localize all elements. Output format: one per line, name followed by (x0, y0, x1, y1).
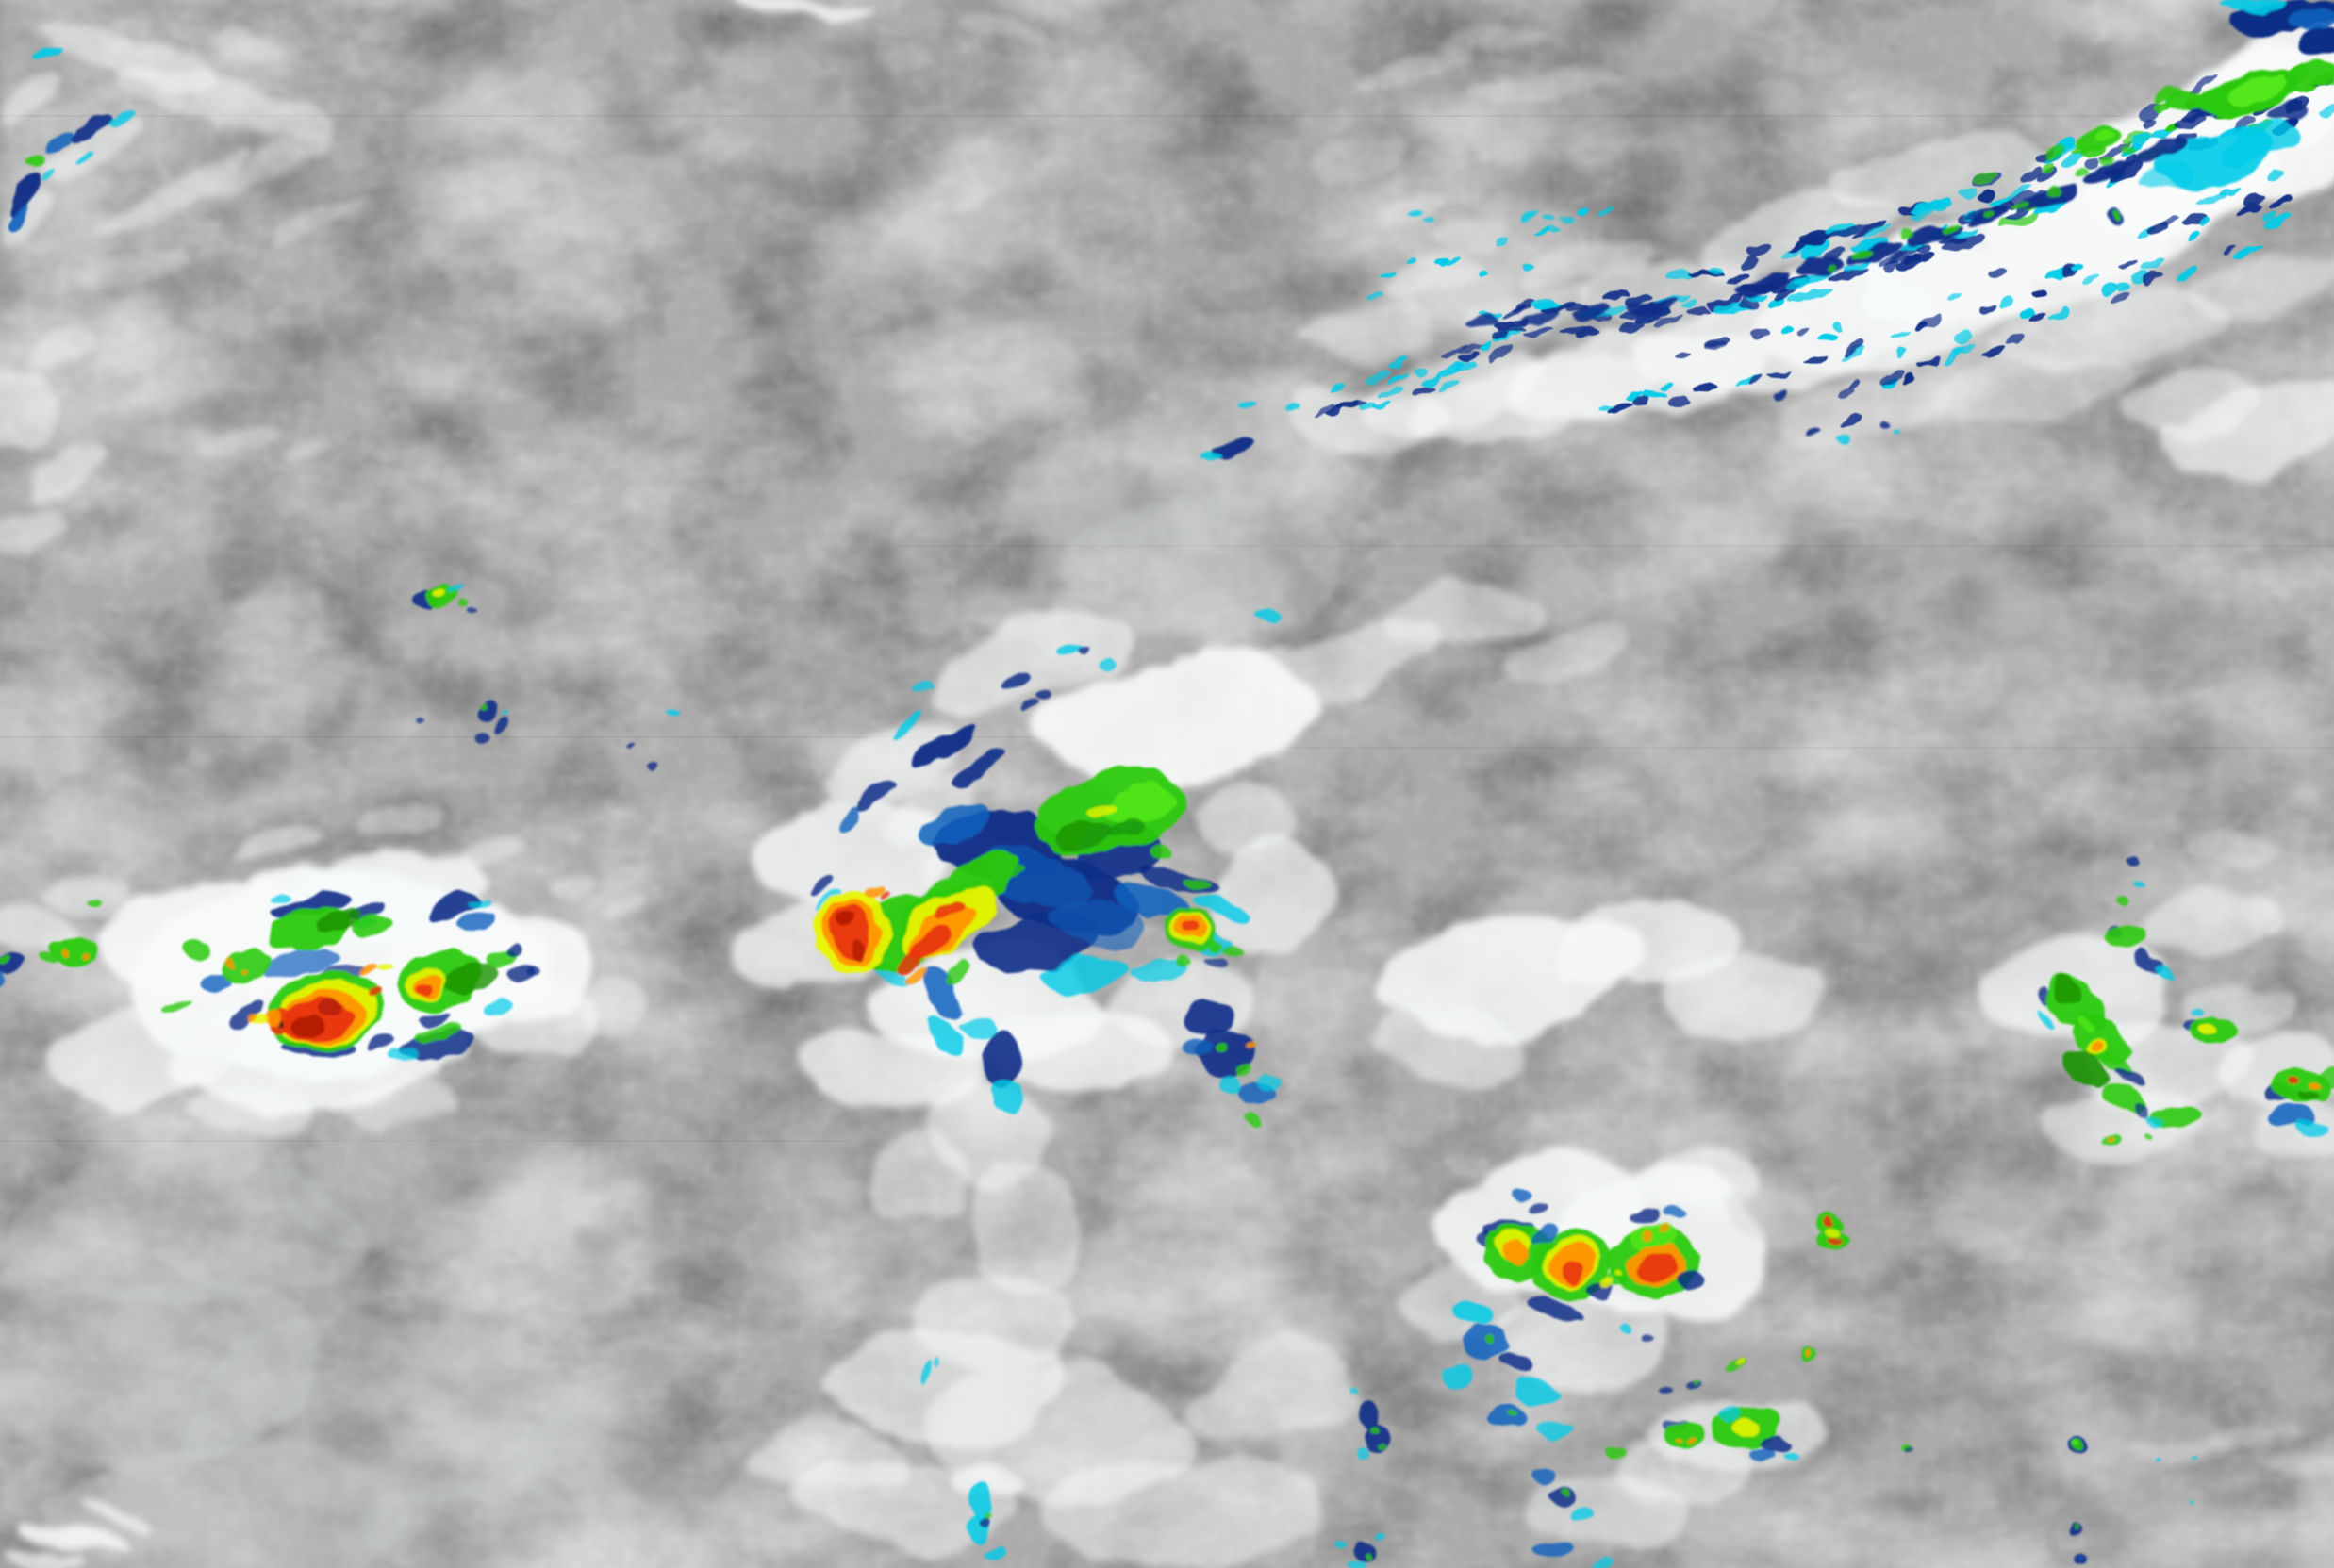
convection-speck-band (1315, 67, 2334, 428)
